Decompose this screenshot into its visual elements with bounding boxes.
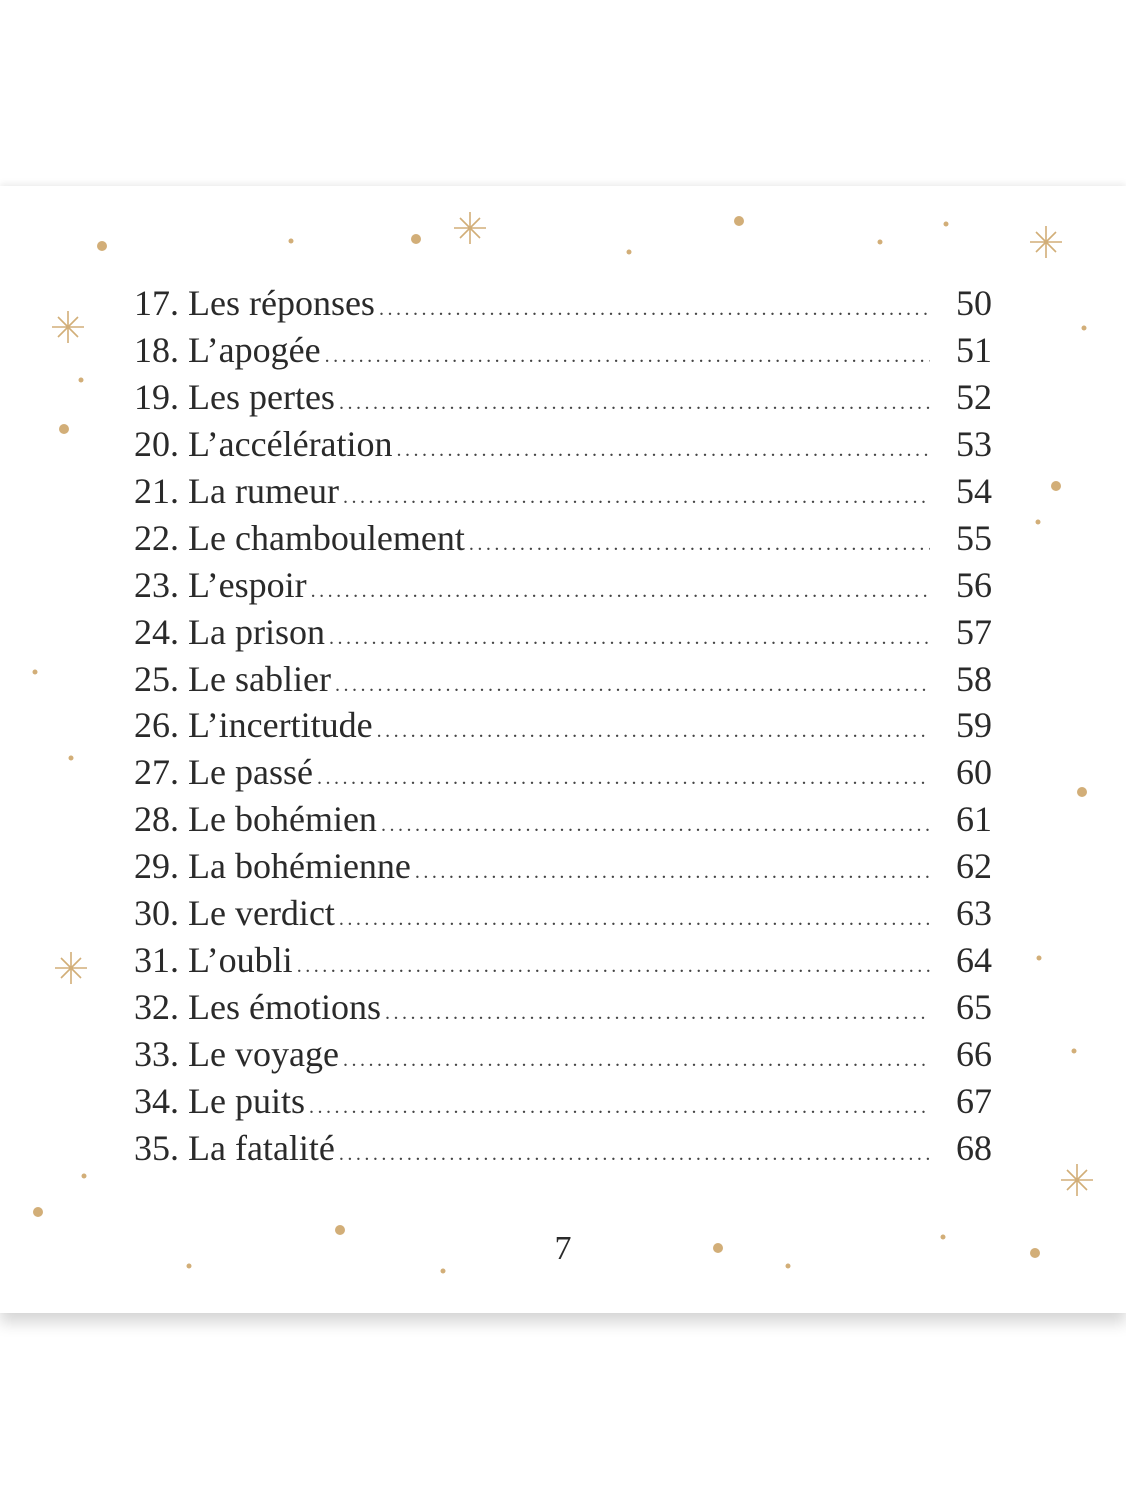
dot-leader [397,427,930,473]
chapter-page: 65 [956,987,992,1028]
toc-entry: 20.L’accélération 53 [134,421,992,468]
chapter-page: 63 [956,893,992,934]
dot-leader [335,662,930,708]
dot-leader [469,521,930,567]
chapter-number: 24. [134,611,179,652]
toc-entry: 17.Les réponses 50 [134,280,992,327]
chapter-page: 58 [956,658,992,699]
chapter-number: 33. [134,1034,179,1074]
toc-entry: 32.Les émotions 65 [134,984,992,1031]
toc-entry: 28.Le bohémien 61 [134,796,992,843]
chapter-page: 51 [956,329,992,370]
chapter-number: 28. [134,799,179,840]
chapter-title: La rumeur [188,470,339,511]
chapter-number: 30. [134,893,179,934]
toc-entry: 34.Le puits 67 [134,1078,992,1125]
chapter-number: 27. [134,752,179,793]
chapter-title: Le passé [188,752,313,793]
chapter-title: La fatalité [188,1127,335,1168]
chapter-number: 25. [134,658,179,699]
toc-entry: 27.Le passé 60 [134,749,992,796]
chapter-page: 62 [956,846,992,887]
chapter-page: 64 [956,940,992,981]
chapter-number: 32. [134,987,179,1028]
chapter-title: Le bohémien [188,799,377,840]
chapter-number: 31. [134,940,179,981]
chapter-page: 52 [956,376,992,417]
toc-entry: 33.Le voyage 66 [134,1031,992,1078]
table-of-contents: 17.Les réponses5018.L’apogée5119.Les per… [134,280,992,1172]
chapter-page: 61 [956,799,992,840]
chapter-title: Les émotions [188,987,381,1028]
chapter-title: Le sablier [188,658,331,699]
dot-leader [317,755,930,801]
dot-leader [311,568,930,614]
dot-leader [329,615,930,661]
dot-leader [415,849,930,895]
toc-entry: 30.Le verdict 63 [134,890,992,937]
chapter-title: Le chamboulement [188,517,465,558]
toc-entry: 21.La rumeur 54 [134,468,992,515]
toc-entry: 35.La fatalité 68 [134,1125,992,1172]
chapter-number: 29. [134,846,179,887]
toc-entry: 23.L’espoir 56 [134,562,992,609]
chapter-number: 20. [134,423,179,464]
toc-entry: 25.Le sablier 58 [134,656,992,703]
toc-entry: 22.Le chamboulement 55 [134,515,992,562]
chapter-title: Les réponses [188,283,375,323]
chapter-title: L’oubli [188,940,293,981]
chapter-number: 17. [134,283,179,323]
dot-leader [339,380,930,426]
dot-leader [343,1037,930,1083]
chapter-title: L’accélération [188,423,393,464]
toc-entry: 24.La prison 57 [134,609,992,656]
chapter-page: 55 [956,517,992,558]
toc-entry: 29.La bohémienne 62 [134,843,992,890]
dot-leader [297,943,930,989]
chapter-number: 19. [134,376,179,417]
chapter-page: 54 [956,470,992,511]
chapter-page: 60 [956,752,992,793]
chapter-page: 56 [956,564,992,605]
chapter-title: La prison [188,611,325,652]
chapter-number: 18. [134,329,179,370]
chapter-title: Le voyage [188,1034,339,1074]
chapter-page: 57 [956,611,992,652]
chapter-title: Le verdict [188,893,335,934]
chapter-number: 23. [134,564,179,605]
chapter-title: Les pertes [188,376,335,417]
dot-leader [385,990,930,1036]
toc-entry: 26.L’incertitude 59 [134,702,992,749]
chapter-page: 67 [956,1080,992,1121]
dot-leader [339,896,930,942]
dot-leader [339,1131,930,1177]
chapter-number: 34. [134,1080,179,1121]
dot-leader [343,474,930,520]
chapter-title: L’espoir [188,564,307,605]
chapter-title: La bohémienne [188,846,411,887]
toc-entry: 31.L’oubli 64 [134,937,992,984]
chapter-title: L’incertitude [188,705,373,746]
dot-leader [381,802,930,848]
chapter-page: 53 [956,423,992,464]
dot-leader [377,708,930,754]
dot-leader [379,286,930,332]
chapter-number: 26. [134,705,179,746]
chapter-page: 59 [956,705,992,746]
chapter-page: 50 [956,283,992,323]
chapter-page: 68 [956,1127,992,1168]
chapter-title: Le puits [188,1080,305,1121]
dot-leader [325,333,930,379]
toc-entry: 18.L’apogée 51 [134,327,992,374]
dot-leader [309,1084,930,1130]
chapter-title: L’apogée [188,329,321,370]
toc-entry: 19.Les pertes 52 [134,374,992,421]
page-number: 7 [554,1230,572,1267]
chapter-page: 66 [956,1034,992,1074]
chapter-number: 35. [134,1127,179,1168]
chapter-number: 21. [134,470,179,511]
chapter-number: 22. [134,517,179,558]
